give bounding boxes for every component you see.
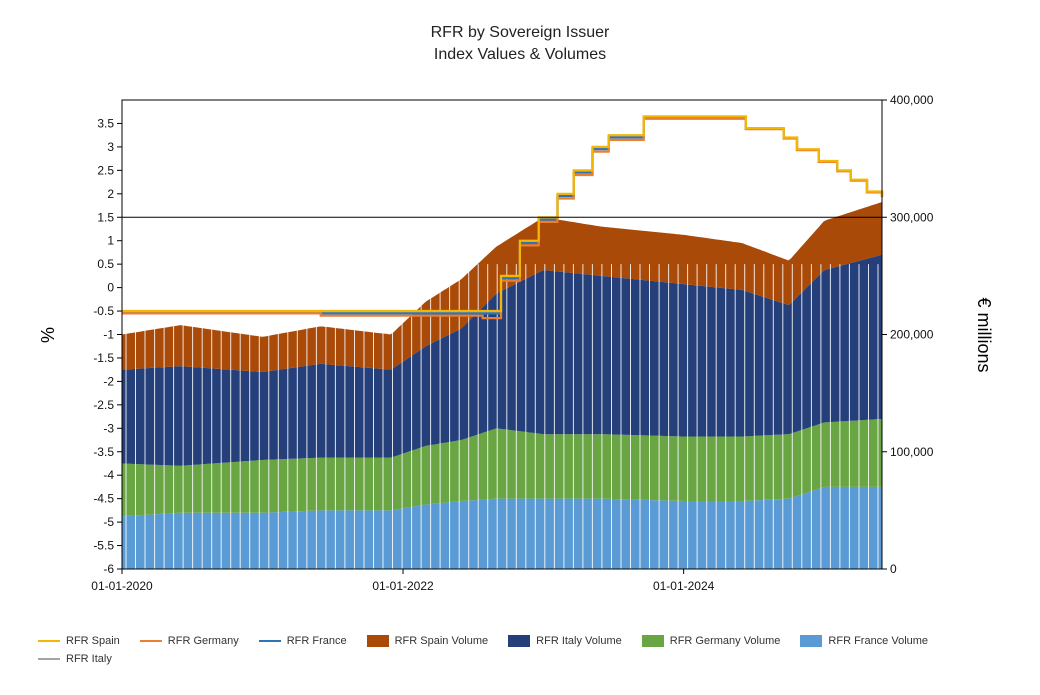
y-left-tick-label: 2.5 (97, 163, 114, 177)
y-right-tick-label: 200,000 (890, 328, 934, 342)
legend-swatch (641, 635, 664, 647)
volume-area-rfr-italy-volume (122, 254, 882, 466)
legend-swatch (38, 658, 60, 660)
y-left-tick-label: -2 (103, 374, 114, 388)
y-left-tick-label: -4.5 (93, 492, 114, 506)
y-right-tick-label: 100,000 (890, 445, 934, 459)
volume-gap-lines (125, 264, 879, 569)
y-axis-left-title: % (38, 327, 58, 343)
chart-title: RFR by Sovereign Issuer (430, 24, 610, 41)
y-left-tick-label: -0.5 (93, 304, 114, 318)
y-left-tick-label: 1 (107, 234, 114, 248)
y-left-tick-label: 1.5 (97, 210, 114, 224)
legend-row: RFR Spain RFR Germany RFR France RFR Spain … (38, 632, 998, 650)
legend-label: RFR France (286, 635, 347, 647)
y-left-tick-label: 0 (107, 281, 114, 295)
legend-item: RFR Italy Volume (508, 635, 622, 647)
y-left-tick-label: -2.5 (93, 398, 114, 412)
y-left-tick-label: -4 (103, 468, 114, 482)
legend-item: RFR Italy (38, 653, 112, 665)
volume-areas (122, 202, 882, 569)
volume-area-rfr-germany-volume (122, 418, 882, 517)
legend-label: RFR France Volume (828, 635, 929, 647)
y-left-tick-label: 3.5 (97, 116, 114, 130)
legend-item: RFR Germany Volume (641, 635, 781, 647)
chart-legend: RFR Spain RFR Germany RFR France RFR Spain … (38, 632, 998, 668)
chart-title-block: RFR by Sovereign Issuer Index Values & V… (0, 22, 1040, 66)
legend-label: RFR Italy (66, 653, 112, 665)
legend-item: RFR Spain (38, 635, 120, 647)
legend-item: RFR Germany (139, 635, 239, 647)
y-left-tick-label: -5 (103, 515, 114, 529)
legend-swatch (258, 640, 281, 642)
chart-subtitle: Index Values & Volumes (433, 46, 607, 63)
y-left-tick-label: -5.5 (93, 539, 114, 553)
legend-label: RFR Germany Volume (669, 635, 781, 647)
x-tick-label: 01-01-2022 (372, 579, 434, 593)
legend-item: RFR Spain Volume (366, 635, 489, 647)
legend-item: RFR France (258, 635, 347, 647)
y-left-tick-label: -1.5 (93, 351, 114, 365)
y-right-tick-label: 400,000 (890, 93, 934, 107)
chart-axes: -6 -5.5 -5 -4.5 -4 -3.5 -3 -2.5 -2 -1.5 -1 -0.5 0 0.5… (91, 93, 933, 593)
rate-line-rfr-spain (122, 115, 884, 313)
legend-swatch (508, 635, 531, 647)
y-left-tick-label: -3 (103, 421, 114, 435)
y-axis-right-title: € millions (974, 297, 994, 372)
legend-swatch (366, 635, 389, 647)
volume-area-rfr-france-volume (122, 486, 882, 569)
y-right-tick-label: 0 (890, 562, 897, 576)
chart-canvas: -6 -5.5 -5 -4.5 -4 -3.5 -3 -2.5 -2 -1.5 -1 -0.5 0 0.5… (38, 93, 994, 593)
y-left-tick-label: -6 (103, 562, 114, 576)
y-left-tick-label: -1 (103, 328, 114, 342)
x-tick-label: 01-01-2020 (91, 579, 153, 593)
legend-swatch (800, 635, 823, 647)
y-left-tick-label: -3.5 (93, 445, 114, 459)
legend-swatch (38, 640, 60, 642)
y-left-tick-label: 2 (107, 187, 114, 201)
y-right-tick-label: 300,000 (890, 210, 934, 224)
legend-label: RFR Italy Volume (536, 635, 622, 647)
rate-lines (122, 115, 884, 320)
legend-label: RFR Spain (66, 635, 120, 647)
legend-row: RFR Italy (38, 650, 998, 668)
legend-label: RFR Germany (167, 635, 239, 647)
y-left-tick-label: 3 (107, 140, 114, 154)
legend-swatch (139, 640, 162, 642)
legend-label: RFR Spain Volume (394, 635, 489, 647)
legend-item: RFR France Volume (800, 635, 928, 647)
y-left-tick-label: 0.5 (97, 257, 114, 271)
x-tick-label: 01-01-2024 (653, 579, 715, 593)
